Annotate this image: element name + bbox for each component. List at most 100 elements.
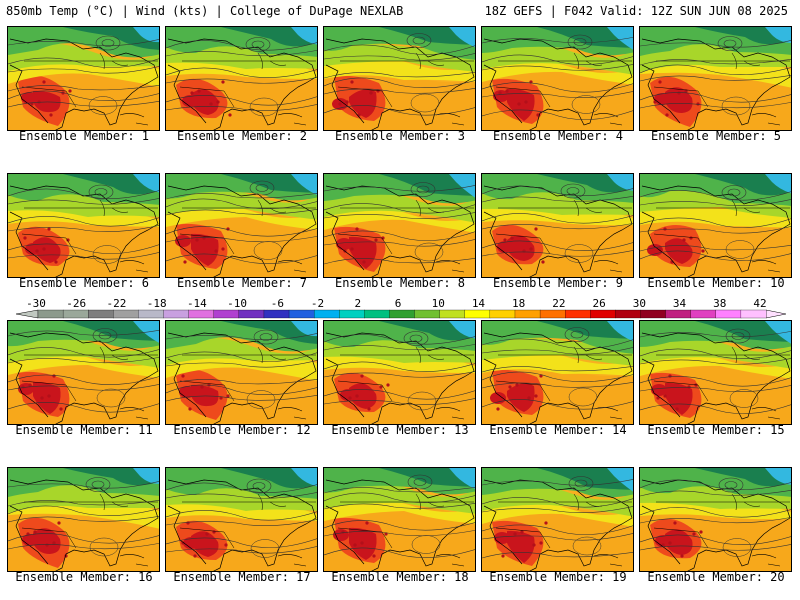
temperature-map-image: [640, 27, 791, 130]
ensemble-member-label: Ensemble Member: 6: [18, 276, 150, 290]
temperature-map-image: [482, 468, 633, 571]
ensemble-member-map: [639, 467, 792, 572]
colorbar-tick-label: 18: [512, 297, 525, 310]
ensemble-member-label: Ensemble Member: 16: [15, 570, 153, 584]
colorbar-swatch: [615, 309, 641, 319]
colorbar-swatch: [590, 309, 616, 319]
colorbar-tick-label: -6: [271, 297, 284, 310]
colorbar-tick-label: -30: [26, 297, 46, 310]
temperature-map-image: [8, 27, 159, 130]
ensemble-member-label: Ensemble Member: 5: [650, 129, 782, 143]
ensemble-member-label: Ensemble Member: 7: [176, 276, 308, 290]
ensemble-member-map: [639, 26, 792, 131]
ensemble-member-label: Ensemble Member: 18: [331, 570, 469, 584]
colorbar-swatch: [514, 309, 541, 319]
temperature-map-image: [482, 27, 633, 130]
temperature-map-image: [482, 174, 633, 277]
colorbar-tick-label: -26: [66, 297, 86, 310]
colorbar-swatch: [640, 309, 667, 319]
colorbar-swatch: [389, 309, 416, 319]
colorbar-swatch: [715, 309, 742, 319]
colorbar-tick-label: 6: [395, 297, 402, 310]
temperature-colorbar: -30 -26 -22 -18 -14 -10 -6 -2 2 6 10 14 18 22 26 30 34 38…: [15, 297, 787, 319]
colorbar-tick-label: -22: [107, 297, 127, 310]
ensemble-member-map: [323, 320, 476, 425]
ensemble-member-map: [165, 173, 318, 278]
header-run-info: 18Z GEFS | F042 Valid: 12Z SUN JUN 08 20…: [484, 4, 788, 18]
temperature-map-image: [640, 174, 791, 277]
ensemble-member-label: Ensemble Member: 9: [492, 276, 624, 290]
ensemble-member-label: Ensemble Member: 17: [173, 570, 311, 584]
ensemble-member-label: Ensemble Member: 11: [15, 423, 153, 437]
ensemble-member-label: Ensemble Member: 2: [176, 129, 308, 143]
colorbar-swatch: [439, 309, 466, 319]
temperature-map-image: [8, 174, 159, 277]
colorbar-swatch: [263, 309, 290, 319]
ensemble-member-map: [165, 320, 318, 425]
colorbar-tick-label: 34: [673, 297, 687, 310]
header-title: 850mb Temp (°C) | Wind (kts) | College o…: [6, 4, 404, 18]
colorbar-swatch: [364, 309, 390, 319]
ensemble-member-label: Ensemble Member: 20: [647, 570, 785, 584]
ensemble-member-label: Ensemble Member: 19: [489, 570, 627, 584]
colorbar-swatch: [539, 309, 566, 319]
ensemble-member-map: [639, 173, 792, 278]
colorbar-swatch: [37, 309, 64, 319]
colorbar-right-arrow: [765, 309, 787, 319]
ensemble-member-map: [481, 467, 634, 572]
ensemble-member-label: Ensemble Member: 12: [173, 423, 311, 437]
colorbar-swatch: [88, 309, 114, 319]
ensemble-member-map: [7, 173, 160, 278]
colorbar-swatch: [489, 309, 516, 319]
temperature-map-image: [8, 321, 159, 424]
temperature-map-image: [8, 468, 159, 571]
ensemble-member-map: [323, 26, 476, 131]
temperature-map-image: [166, 321, 317, 424]
ensemble-member-label: Ensemble Member: 8: [334, 276, 466, 290]
colorbar-swatch: [464, 309, 491, 319]
temperature-map-image: [166, 174, 317, 277]
colorbar-tick-label: 38: [713, 297, 726, 310]
ensemble-member-label: Ensemble Member: 4: [492, 129, 624, 143]
temperature-map-image: [324, 321, 475, 424]
colorbar-swatch: [62, 309, 89, 319]
colorbar-tick-label: 30: [633, 297, 646, 310]
temperature-map-image: [166, 468, 317, 571]
colorbar-tick-label: 2: [354, 297, 361, 310]
colorbar-swatch: [188, 309, 215, 319]
colorbar-swatch: [740, 309, 767, 319]
ensemble-member-map: [481, 320, 634, 425]
colorbar-swatch: [690, 309, 717, 319]
ensemble-member-label: Ensemble Member: 13: [331, 423, 469, 437]
ensemble-member-label: Ensemble Member: 14: [489, 423, 627, 437]
colorbar-swatch: [288, 309, 315, 319]
colorbar-swatch: [213, 309, 240, 319]
colorbar-tick-label: 22: [552, 297, 565, 310]
ensemble-member-map: [7, 320, 160, 425]
temperature-map-image: [640, 321, 791, 424]
colorbar-tick-label: -2: [311, 297, 324, 310]
ensemble-member-map: [7, 26, 160, 131]
ensemble-member-map: [639, 320, 792, 425]
temperature-map-image: [324, 468, 475, 571]
colorbar-tick-label: -14: [187, 297, 207, 310]
colorbar-swatch: [565, 309, 591, 319]
ensemble-member-map: [481, 26, 634, 131]
colorbar-tick-label: 26: [592, 297, 605, 310]
colorbar-swatch: [163, 309, 190, 319]
temperature-map-image: [482, 321, 633, 424]
ensemble-member-label: Ensemble Member: 10: [647, 276, 785, 290]
ensemble-member-map: [7, 467, 160, 572]
colorbar-tick-label: -18: [147, 297, 167, 310]
colorbar-swatch: [339, 309, 365, 319]
ensemble-member-label: Ensemble Member: 15: [647, 423, 785, 437]
colorbar-swatch: [113, 309, 139, 319]
colorbar-swatch: [414, 309, 441, 319]
colorbar-tick-label: -10: [227, 297, 247, 310]
colorbar-swatch: [665, 309, 692, 319]
ensemble-member-map: [481, 173, 634, 278]
colorbar-left-arrow: [15, 309, 39, 319]
colorbar-tick-label: 14: [472, 297, 486, 310]
colorbar-tick-label: 42: [753, 297, 766, 310]
ensemble-member-map: [323, 173, 476, 278]
